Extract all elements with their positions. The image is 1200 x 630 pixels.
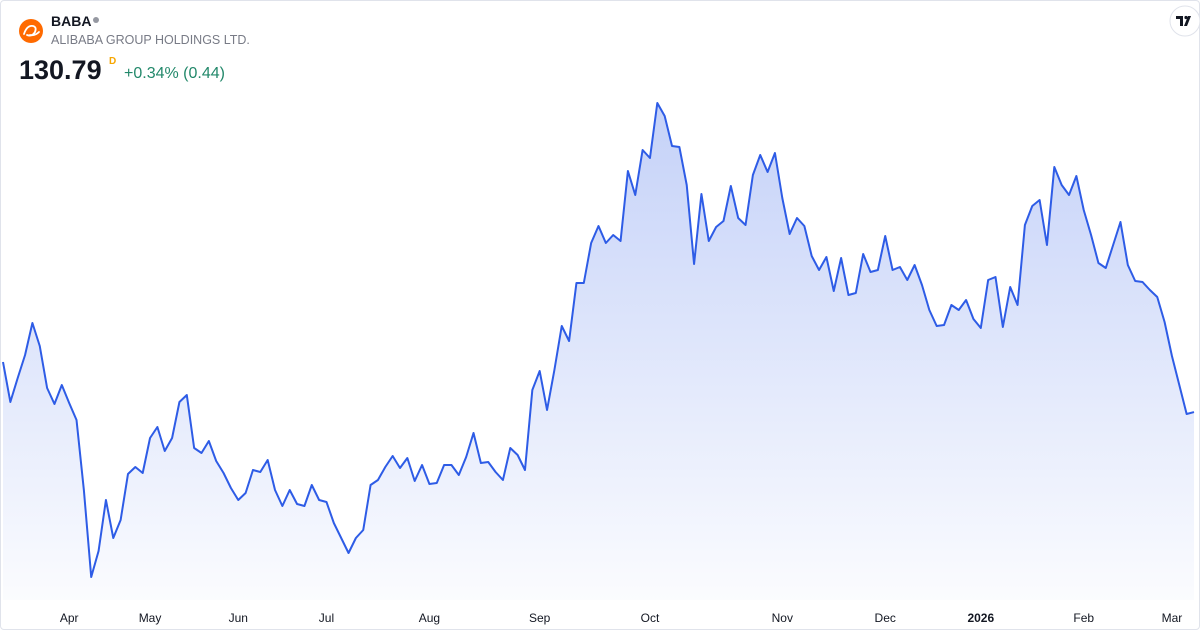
x-tick-label: Dec bbox=[875, 611, 896, 625]
interval: D bbox=[109, 56, 117, 67]
x-tick-label: 2026 bbox=[967, 611, 994, 625]
company-name: ALIBABA GROUP HOLDINGS LTD. bbox=[51, 33, 250, 47]
x-tick-label: Nov bbox=[772, 611, 793, 625]
x-tick-label: Feb bbox=[1073, 611, 1094, 625]
x-tick-label: May bbox=[139, 611, 162, 625]
x-tick-label: Mar bbox=[1162, 611, 1183, 625]
change: +0.34% (0.44) bbox=[124, 65, 225, 82]
x-tick-label: Apr bbox=[60, 611, 79, 625]
price: 130.79 bbox=[19, 55, 102, 85]
x-tick-label: Sep bbox=[529, 611, 551, 625]
x-tick-label: Oct bbox=[641, 611, 660, 625]
status-dot bbox=[93, 17, 99, 23]
tradingview-logo bbox=[1169, 5, 1200, 37]
x-tick-label: Aug bbox=[419, 611, 440, 625]
x-tick-label: Jun bbox=[229, 611, 248, 625]
symbol: BABA bbox=[51, 13, 92, 29]
price-line bbox=[2, 102, 1195, 578]
area-fill bbox=[3, 103, 1194, 600]
logo bbox=[19, 19, 43, 43]
x-tick-label: Jul bbox=[319, 611, 334, 625]
